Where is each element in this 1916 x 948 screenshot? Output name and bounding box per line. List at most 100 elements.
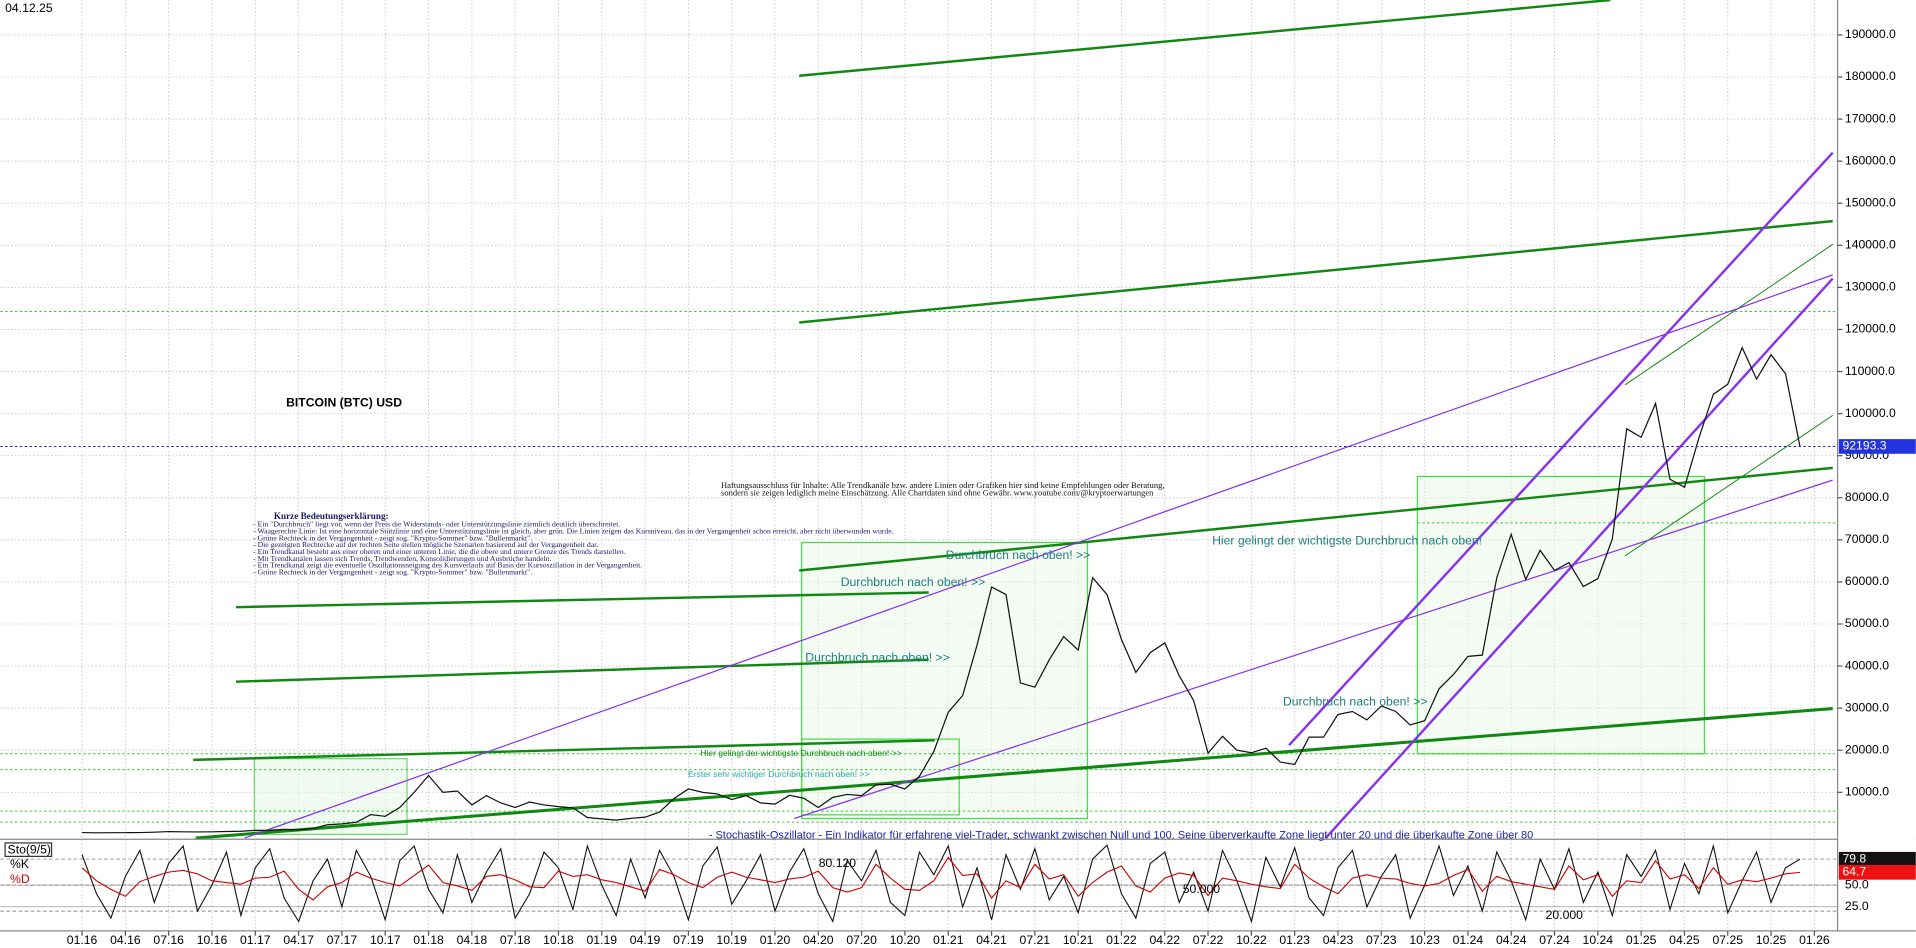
annotation: Durchbruch nach oben! >>: [1283, 695, 1428, 709]
x-tick-label: 01.19: [586, 933, 617, 947]
y-tick-label: 170000.0: [1845, 111, 1896, 125]
x-tick-label: 07.16: [153, 933, 184, 947]
disclaimer: Haftungsausschluss für Inhalte: Alle Tre…: [721, 480, 1165, 490]
trendline: [799, 466, 1833, 572]
x-tick-label: 07.22: [1193, 933, 1224, 947]
current-price-label: 92193.3: [1842, 439, 1886, 453]
x-tick-label: 07.24: [1539, 933, 1570, 947]
x-tick-label: 01.20: [760, 933, 791, 947]
x-tick-label: 01.25: [1626, 933, 1657, 947]
annotation: Durchbruch nach oben! >>: [805, 651, 950, 665]
x-tick-label: 10.25: [1756, 933, 1787, 947]
x-tick-label: 04.20: [803, 933, 834, 947]
x-tick-label: 01.22: [1106, 933, 1137, 947]
level-label: 80.120: [819, 856, 857, 870]
chart-title: BITCOIN (BTC) USD: [286, 395, 402, 409]
x-tick-label: 04.22: [1149, 933, 1180, 947]
x-tick-label: 04.18: [457, 933, 488, 947]
trendline: [1624, 243, 1833, 386]
x-tick-label: 07.23: [1366, 933, 1397, 947]
indicator-title-box: [4, 842, 53, 857]
x-tick-label: 10.23: [1409, 933, 1440, 947]
x-tick-label: 10.22: [1236, 933, 1267, 947]
x-tick-label: 01.24: [1453, 933, 1484, 947]
date: 04.12.25: [5, 1, 53, 15]
x-tick-label: 04.19: [630, 933, 661, 947]
x-tick-label: 07.20: [846, 933, 877, 947]
y-tick-label: 120000.0: [1845, 322, 1896, 336]
x-tick-label: 10.18: [543, 933, 574, 947]
x-tick-label: 10.20: [890, 933, 921, 947]
explanation-line: - Waagerechte Linie: Ist eine horizontal…: [253, 526, 894, 535]
green-trendlines: [193, 0, 1833, 840]
trendline: [244, 274, 1833, 839]
y-tick-label: 180000.0: [1845, 69, 1896, 83]
y-tick-label: 25.0: [1845, 899, 1869, 913]
y-tick-label: 110000.0: [1845, 364, 1895, 378]
y-tick-label: 70000.0: [1845, 532, 1889, 546]
series-line: [81, 843, 1801, 924]
current-price-box: [1838, 439, 1916, 454]
explanation-line: - Ein Trendkanal besteht aus einer obere…: [253, 547, 626, 556]
y-tick-label: 20000.0: [1845, 742, 1889, 756]
y-tick-label: 40000.0: [1845, 658, 1889, 672]
x-tick-label: 01.23: [1279, 933, 1310, 947]
trendline: [1324, 277, 1834, 839]
y-tick-label: 190000.0: [1845, 27, 1896, 41]
y-tick-label: 150000.0: [1845, 195, 1896, 209]
x-tick-label: 01.16: [67, 933, 98, 947]
x-tick-label: 07.21: [1020, 933, 1051, 947]
x-tick-label: 07.25: [1712, 933, 1743, 947]
x-tick-label: 01.18: [413, 933, 444, 947]
legend-entry: %K: [10, 857, 29, 871]
y-tick-label: 100000.0: [1845, 406, 1896, 420]
x-tick-label: 10.19: [716, 933, 747, 947]
explanation-line: - Ein "Durchbruch" liegt vor, wenn der P…: [253, 520, 620, 529]
series-line: [81, 856, 1801, 901]
axis-area: [1837, 0, 1916, 931]
trendline: [195, 707, 1833, 840]
y-tick-label: 50.0: [1845, 877, 1869, 891]
x-tick-label: 01.26: [1799, 933, 1830, 947]
y-tick-label: 140000.0: [1845, 238, 1896, 252]
level-label: 20.000: [1546, 908, 1584, 922]
plot: [0, 345, 1838, 924]
explanation-title: Kurze Bedeutungserklärung:: [274, 511, 389, 521]
annotation: Durchbruch nach oben! >>: [841, 575, 986, 589]
y-tick-label: 50000.0: [1845, 616, 1889, 630]
annotation: Hier gelingt der wichtigste Durchbruch n…: [1212, 533, 1482, 547]
x-tick-label: 04.23: [1323, 933, 1354, 947]
x-tick-label: 04.24: [1496, 933, 1527, 947]
disclaimer: sondern sie zeigen lediglich meine Einsc…: [721, 488, 1154, 498]
trendline: [235, 658, 929, 683]
current-value-label: 64.7: [1842, 865, 1866, 879]
annotation: Erster sehr wichtiger Durchbruch nach ob…: [688, 769, 869, 779]
legend-entry: %D: [10, 872, 30, 886]
indicator-description: - Stochastik-Oszillator - Ein Indikator …: [709, 830, 1533, 842]
explanation: - Ein "Durchbruch" liegt vor, wenn der P…: [253, 520, 894, 577]
x-tick-label: 10.24: [1583, 933, 1614, 947]
x-tick-label: 07.19: [673, 933, 704, 947]
indicator-title: Sto(9/5): [8, 842, 51, 856]
x-tick-label: 10.16: [197, 933, 228, 947]
current-value-box: [1838, 851, 1916, 867]
purple-trendlines: [244, 151, 1834, 839]
y-tick-label: 160000.0: [1845, 153, 1896, 167]
explanation-line: - Grüne Rechteck in der Vergangenheit - …: [253, 533, 532, 542]
x-tick-label: 10.17: [370, 933, 401, 947]
x-tick-label: 01.17: [240, 933, 271, 947]
trendline: [235, 591, 929, 609]
level-label: 50.000: [1183, 882, 1221, 896]
explanation-line: - Mit Trendkanälen lassen sich Trends, T…: [253, 554, 551, 563]
x-tick-label: 04.21: [976, 933, 1007, 947]
trendline: [794, 479, 1833, 820]
bull-box: [1416, 475, 1706, 755]
y-tick-label: 80000.0: [1845, 490, 1889, 504]
trendline: [193, 739, 935, 762]
annotation: Durchbruch nach oben! >>: [946, 548, 1091, 562]
series-line: [82, 345, 1801, 834]
x-tick-label: 01.21: [933, 933, 964, 947]
current-value-box: [1838, 865, 1916, 880]
x-tick-label: 07.17: [327, 933, 358, 947]
